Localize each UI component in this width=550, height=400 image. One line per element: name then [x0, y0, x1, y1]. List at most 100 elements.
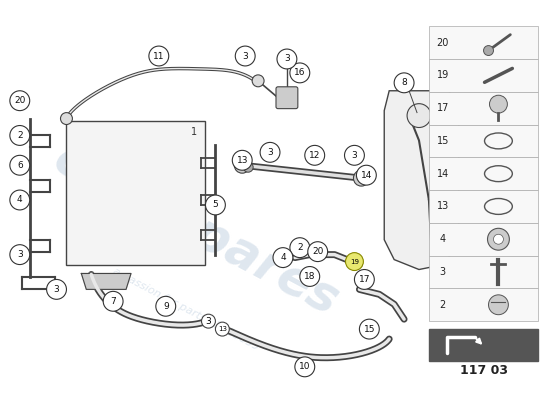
- Text: 13: 13: [437, 202, 449, 212]
- Text: 4: 4: [280, 253, 286, 262]
- Circle shape: [308, 242, 328, 262]
- Text: 3: 3: [351, 151, 358, 160]
- Circle shape: [10, 245, 30, 264]
- Bar: [429, 124, 538, 157]
- Circle shape: [206, 195, 225, 215]
- Bar: [429, 288, 538, 321]
- Text: 17: 17: [359, 275, 370, 284]
- FancyBboxPatch shape: [276, 87, 298, 109]
- Text: 19: 19: [437, 70, 449, 80]
- Text: 2: 2: [297, 243, 302, 252]
- Text: 19: 19: [350, 258, 359, 264]
- Text: 7: 7: [110, 297, 116, 306]
- Circle shape: [488, 295, 508, 315]
- Circle shape: [290, 63, 310, 83]
- Text: 3: 3: [243, 52, 248, 60]
- Circle shape: [354, 270, 375, 289]
- Bar: [429, 329, 538, 361]
- Text: 4: 4: [440, 234, 446, 244]
- Text: 13: 13: [236, 156, 248, 165]
- Text: 15: 15: [437, 136, 449, 146]
- Bar: [429, 92, 538, 124]
- Polygon shape: [81, 274, 131, 289]
- Text: 5: 5: [212, 200, 218, 210]
- Circle shape: [279, 51, 295, 67]
- Text: 10: 10: [299, 362, 311, 371]
- Text: 117 03: 117 03: [460, 364, 508, 377]
- Text: 13: 13: [218, 326, 227, 332]
- Text: 2: 2: [439, 300, 446, 310]
- Text: 3: 3: [17, 250, 23, 259]
- Circle shape: [487, 228, 509, 250]
- Circle shape: [407, 104, 431, 128]
- Circle shape: [490, 95, 507, 113]
- Circle shape: [234, 157, 250, 173]
- Text: 3: 3: [284, 54, 290, 64]
- Circle shape: [216, 322, 229, 336]
- Circle shape: [10, 126, 30, 145]
- Circle shape: [305, 145, 324, 165]
- Polygon shape: [384, 91, 459, 270]
- Circle shape: [394, 73, 414, 93]
- Bar: [429, 157, 538, 190]
- Text: 20: 20: [14, 96, 25, 105]
- Text: 8: 8: [401, 78, 407, 87]
- Text: 3: 3: [267, 148, 273, 157]
- Circle shape: [260, 142, 280, 162]
- Text: 12: 12: [309, 151, 321, 160]
- Text: 6: 6: [17, 161, 23, 170]
- Text: 11: 11: [153, 52, 164, 60]
- Bar: [67, 120, 206, 264]
- Bar: [429, 190, 538, 223]
- Text: 18: 18: [304, 272, 316, 281]
- Circle shape: [243, 162, 253, 172]
- Text: 3: 3: [206, 317, 211, 326]
- Circle shape: [149, 46, 169, 66]
- Circle shape: [10, 91, 30, 111]
- Text: 20: 20: [312, 247, 323, 256]
- Circle shape: [290, 238, 310, 258]
- Circle shape: [263, 145, 277, 159]
- Circle shape: [10, 155, 30, 175]
- Bar: [429, 26, 538, 59]
- Circle shape: [10, 190, 30, 210]
- Circle shape: [483, 46, 493, 56]
- Circle shape: [356, 165, 376, 185]
- Text: 3: 3: [440, 267, 446, 277]
- Text: 17: 17: [437, 103, 449, 113]
- Text: a passion for parts 02089859: a passion for parts 02089859: [111, 266, 261, 352]
- Circle shape: [252, 75, 264, 87]
- Text: 15: 15: [364, 324, 375, 334]
- Text: 2: 2: [17, 131, 23, 140]
- Circle shape: [47, 280, 67, 299]
- Circle shape: [103, 291, 123, 311]
- Circle shape: [493, 234, 503, 244]
- Bar: [429, 59, 538, 92]
- Text: 3: 3: [284, 54, 290, 64]
- Bar: [429, 256, 538, 288]
- Circle shape: [295, 357, 315, 377]
- Text: 16: 16: [294, 68, 306, 77]
- Circle shape: [300, 266, 320, 286]
- Circle shape: [345, 253, 364, 270]
- Circle shape: [232, 150, 252, 170]
- Circle shape: [277, 49, 297, 69]
- Text: 9: 9: [163, 302, 169, 311]
- Text: 14: 14: [361, 171, 372, 180]
- Circle shape: [156, 296, 175, 316]
- Circle shape: [354, 170, 370, 186]
- Circle shape: [60, 113, 73, 124]
- Circle shape: [344, 145, 364, 165]
- Circle shape: [359, 319, 380, 339]
- Text: 20: 20: [437, 38, 449, 48]
- Circle shape: [201, 314, 216, 328]
- Text: 14: 14: [437, 169, 449, 179]
- Text: eurospares: eurospares: [45, 134, 347, 325]
- Bar: [429, 223, 538, 256]
- Circle shape: [235, 46, 255, 66]
- Text: 3: 3: [54, 285, 59, 294]
- Text: 3: 3: [267, 148, 273, 157]
- Text: 1: 1: [191, 128, 197, 138]
- Circle shape: [273, 248, 293, 268]
- Text: 4: 4: [17, 196, 23, 204]
